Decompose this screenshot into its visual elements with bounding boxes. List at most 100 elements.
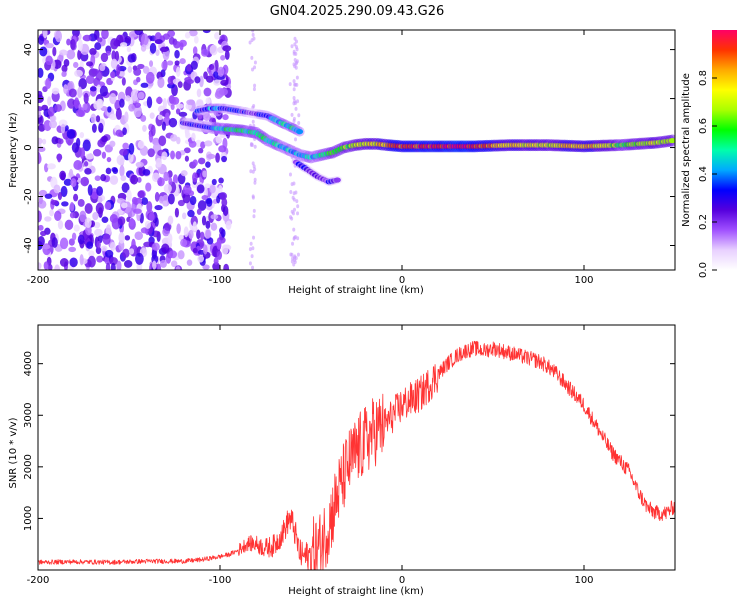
noise-blob [291, 241, 295, 246]
noise-blob [122, 142, 129, 150]
noise-blob [142, 169, 151, 176]
noise-blob [95, 246, 102, 255]
noise-blob [42, 138, 47, 145]
noise-blob [71, 142, 79, 153]
noise-blob [92, 211, 99, 221]
noise-blob [116, 260, 122, 270]
noise-blob [83, 161, 89, 167]
noise-blob [205, 229, 211, 239]
noise-blob [38, 236, 45, 247]
spectrogram-ylabel: Frequency (Hz) [8, 112, 19, 188]
noise-blob [137, 190, 145, 199]
noise-blob [124, 36, 132, 44]
noise-blob [140, 114, 147, 122]
noise-blob [251, 246, 255, 251]
noise-blob [145, 182, 152, 192]
noise-blob [191, 132, 196, 142]
noise-blob [251, 265, 255, 270]
noise-blob [49, 209, 54, 217]
noise-blob [295, 75, 299, 80]
noise-blob [222, 45, 232, 52]
noise-blob [47, 106, 55, 117]
noise-blob [141, 33, 149, 46]
noise-blob [109, 92, 117, 105]
noise-blob [182, 184, 192, 195]
noise-blob [149, 42, 157, 54]
noise-blob [112, 167, 119, 174]
noise-blob [86, 61, 94, 67]
x-tick-label: 100 [574, 275, 593, 286]
noise-blob [154, 217, 159, 227]
noise-blob [208, 64, 215, 70]
noise-blob [45, 43, 54, 49]
noise-blob [196, 229, 201, 240]
noise-blob [217, 184, 223, 195]
noise-blob [95, 115, 101, 123]
noise-blob [105, 167, 112, 175]
noise-blob [182, 192, 191, 204]
noise-blob [99, 85, 108, 97]
noise-blob [295, 39, 299, 44]
noise-blob [68, 168, 74, 178]
noise-blob [292, 262, 296, 267]
noise-blob [179, 42, 184, 51]
noise-blob [219, 227, 224, 235]
noise-blob [109, 241, 116, 251]
noise-blob [85, 75, 95, 85]
y-tick-label: 20 [23, 92, 34, 105]
noise-blob [66, 38, 71, 46]
noise-blob [251, 119, 255, 124]
noise-blob [291, 195, 295, 200]
noise-blob [38, 195, 43, 205]
noise-blob [93, 30, 100, 41]
snr-ticks: -200 -100 0 100 1000 2000 3000 4000 [23, 325, 675, 586]
noise-blob [126, 46, 131, 53]
noise-blob [68, 88, 77, 98]
noise-blob [168, 177, 173, 186]
noise-blob [49, 119, 58, 129]
noise-blob [119, 165, 125, 177]
noise-blob [168, 250, 178, 259]
noise-blob [168, 117, 178, 128]
noise-blob [295, 199, 299, 204]
noise-blob [79, 254, 84, 266]
noise-blob [218, 145, 227, 153]
noise-blob [57, 138, 64, 145]
noise-blob [74, 69, 83, 78]
noise-blob [115, 129, 123, 137]
noise-blob [133, 67, 142, 76]
colorbar-tick-label: 0.0 [698, 262, 709, 278]
noise-blob [202, 30, 211, 34]
noise-blob [38, 67, 44, 79]
noise-blob [78, 78, 88, 90]
noise-blob [178, 111, 188, 117]
noise-blob [202, 264, 210, 270]
noise-blob [109, 257, 119, 266]
noise-blob [294, 106, 298, 111]
noise-blob [127, 54, 136, 63]
noise-blob [292, 116, 296, 121]
noise-blob [134, 231, 144, 241]
noise-blob [118, 232, 125, 244]
noise-blob [70, 38, 76, 50]
noise-blob [38, 110, 42, 118]
noise-blob [211, 178, 217, 186]
noise-blob [129, 217, 135, 227]
noise-blob [116, 154, 125, 166]
noise-blob [297, 120, 301, 125]
noise-blob [248, 261, 252, 266]
noise-blob [54, 104, 62, 112]
noise-blob [209, 184, 216, 194]
noise-blob [59, 49, 68, 56]
noise-blob [250, 254, 254, 259]
noise-blob [85, 153, 95, 160]
noise-blob [250, 55, 254, 60]
noise-blob [195, 139, 202, 148]
noise-blob [137, 63, 145, 70]
noise-blob [295, 47, 299, 52]
noise-blob [170, 150, 176, 160]
noise-blob [124, 111, 129, 123]
noise-blob [133, 102, 141, 108]
noise-blob [84, 203, 93, 214]
noise-blob [174, 60, 180, 66]
